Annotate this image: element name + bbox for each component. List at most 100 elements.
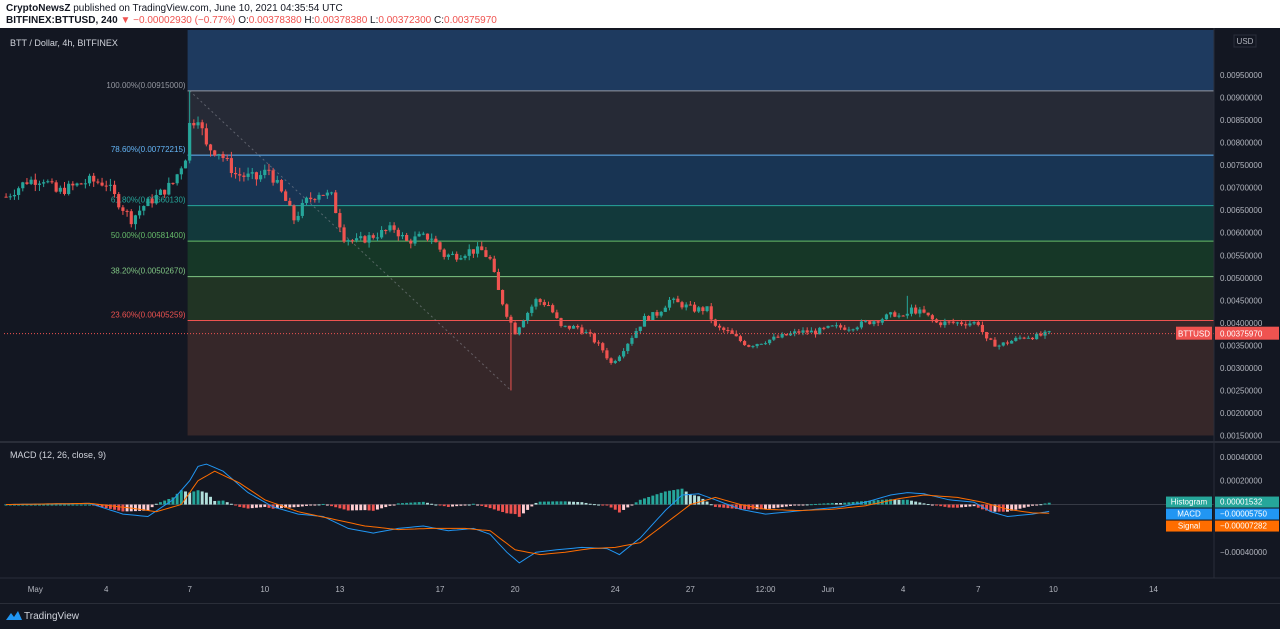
candle-body xyxy=(680,302,684,308)
candle-body xyxy=(359,236,363,239)
candle-body xyxy=(259,175,263,180)
candle-body xyxy=(638,326,642,331)
time-tick-label: 10 xyxy=(1049,585,1058,594)
candle-body xyxy=(542,302,546,306)
candle-body xyxy=(37,183,42,185)
macd-histogram-bar xyxy=(179,490,183,505)
fib-trend-line xyxy=(189,90,512,391)
candle-body xyxy=(138,210,142,216)
macd-histogram-bar xyxy=(58,504,62,506)
macd-histogram-group xyxy=(4,488,1051,517)
candle-body xyxy=(450,253,455,255)
macd-histogram-bar xyxy=(964,504,968,507)
macd-histogram-bar xyxy=(350,504,354,511)
time-tick-label: 27 xyxy=(686,585,695,594)
candle-body xyxy=(918,309,922,314)
candle-body xyxy=(759,343,763,345)
macd-histogram-bar xyxy=(42,504,46,506)
macd-histogram-bar xyxy=(522,504,525,514)
candle-body xyxy=(192,122,196,126)
candle-body xyxy=(475,246,480,254)
macd-histogram-bar xyxy=(1039,504,1043,506)
macd-histogram-bar xyxy=(405,502,409,505)
chart-canvas[interactable]: 100.00%(0.00915000)78.60%(0.00772215)61.… xyxy=(0,28,1280,603)
candle-body xyxy=(492,258,496,272)
open-label: O: xyxy=(238,15,249,26)
candle-body xyxy=(142,206,146,211)
macd-histogram-bar xyxy=(171,497,175,505)
macd-histogram-bar xyxy=(442,504,446,507)
macd-histogram-bar xyxy=(8,504,12,506)
tradingview-brand[interactable]: TradingView xyxy=(24,611,80,622)
candle-body xyxy=(818,327,822,335)
candle-body xyxy=(609,358,613,363)
candle-body xyxy=(83,183,87,185)
candle-body xyxy=(188,122,192,161)
macd-histogram-bar xyxy=(768,504,772,509)
macd-histogram-bar xyxy=(346,504,350,511)
candle-body xyxy=(1014,337,1018,341)
candle-body xyxy=(204,128,208,145)
macd-tick-label: 0.00020000 xyxy=(1220,477,1263,486)
macd-histogram-bar xyxy=(547,501,550,505)
candle-body xyxy=(713,319,717,326)
candle-body xyxy=(596,342,601,344)
macd-histogram-bar xyxy=(764,504,767,510)
macd-histogram-bar xyxy=(280,504,283,509)
candle-body xyxy=(793,331,797,334)
candle-body xyxy=(75,183,79,186)
macd-histogram-bar xyxy=(163,500,167,505)
candle-body xyxy=(805,330,809,333)
macd-histogram-bar xyxy=(943,504,947,507)
candle-body xyxy=(989,338,993,340)
macd-histogram-bar xyxy=(947,504,951,508)
price-chart-title: BTT / Dollar, 4h, BITFINEX xyxy=(10,38,118,48)
macd-histogram-bar xyxy=(868,500,872,505)
macd-badge-name: Signal xyxy=(1178,522,1200,531)
candle-body xyxy=(926,312,930,316)
macd-histogram-bar xyxy=(363,504,367,511)
macd-histogram-bar xyxy=(805,504,809,506)
price-tick-label: 0.00400000 xyxy=(1220,319,1263,328)
macd-histogram-bar xyxy=(563,501,567,505)
fib-zone xyxy=(187,155,1215,206)
macd-histogram-bar xyxy=(496,504,500,511)
candle-body xyxy=(834,325,838,327)
macd-histogram-bar xyxy=(17,504,21,506)
candle-body xyxy=(939,322,943,326)
candle-body xyxy=(872,321,876,325)
currency-label: USD xyxy=(1237,37,1254,46)
candle-body xyxy=(346,240,350,242)
candle-body xyxy=(701,307,705,312)
candle-body xyxy=(776,336,780,338)
tradingview-logo-icon[interactable] xyxy=(6,610,22,622)
candle-body xyxy=(425,233,430,240)
candle-body xyxy=(667,299,672,308)
price-tick-label: 0.00900000 xyxy=(1220,94,1263,103)
macd-histogram-bar xyxy=(421,501,425,505)
macd-histogram-bar xyxy=(797,504,801,506)
macd-histogram-bar xyxy=(726,504,730,509)
publisher-name[interactable]: CryptoNewsZ xyxy=(6,3,71,14)
macd-histogram-bar xyxy=(843,502,847,505)
candle-body xyxy=(976,322,980,325)
macd-histogram-bar xyxy=(150,504,154,508)
macd-histogram-bar xyxy=(985,504,989,511)
candle-body xyxy=(108,184,112,186)
candle-body xyxy=(12,195,17,197)
macd-histogram-bar xyxy=(839,503,843,505)
candle-body xyxy=(772,336,776,340)
macd-histogram-bar xyxy=(709,504,713,506)
macd-histogram-bar xyxy=(221,500,225,505)
candle-body xyxy=(438,242,442,250)
macd-histogram-bar xyxy=(501,504,505,512)
fib-zone xyxy=(187,205,1215,242)
macd-histogram-bar xyxy=(133,504,137,512)
macd-histogram-bar xyxy=(651,495,655,505)
candle-body xyxy=(768,339,772,344)
macd-histogram-bar xyxy=(701,498,705,505)
macd-histogram-bar xyxy=(926,504,930,506)
macd-histogram-bar xyxy=(930,504,934,506)
macd-histogram-bar xyxy=(375,504,379,510)
time-tick-label: May xyxy=(28,585,43,594)
